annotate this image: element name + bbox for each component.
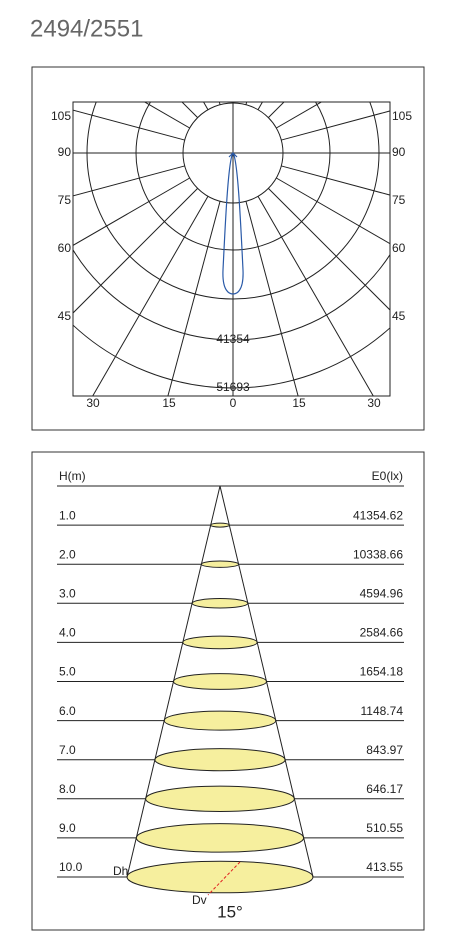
bottom-label: 0 — [230, 396, 237, 410]
polar-spoke — [257, 196, 374, 396]
beam-angle: 15° — [217, 902, 243, 921]
light-spot — [126, 860, 314, 894]
light-spot — [200, 560, 240, 568]
light-spot — [135, 823, 305, 853]
height-label: 9.0 — [59, 821, 76, 835]
polar-spoke — [73, 177, 190, 246]
height-label: 6.0 — [59, 704, 76, 718]
ring-label: 51693 — [216, 380, 250, 394]
polar-spoke — [257, 102, 264, 110]
height-label: 5.0 — [59, 665, 76, 679]
header-h: H(m) — [59, 469, 86, 483]
header-e: E0(lx) — [372, 469, 403, 483]
bottom-label: 15 — [162, 396, 176, 410]
cone-frame — [31, 451, 425, 931]
angle-label: 75 — [58, 193, 72, 207]
illuminance-label: 510.55 — [366, 821, 403, 835]
illuminance-label: 413.55 — [366, 860, 403, 874]
polar-grid — [73, 102, 390, 396]
light-spot — [191, 598, 249, 609]
height-label: 10.0 — [59, 860, 83, 874]
cone-edge — [219, 485, 314, 878]
polar-spoke — [276, 177, 390, 245]
height-label: 7.0 — [59, 743, 76, 757]
height-label: 1.0 — [59, 508, 76, 522]
light-spot — [173, 673, 267, 690]
height-label: 4.0 — [59, 626, 76, 640]
light-spot — [182, 635, 258, 650]
height-label: 3.0 — [59, 586, 76, 600]
illuminance-label: 2584.66 — [360, 626, 404, 640]
cone-diagram: H(m) E0(lx) 1.0 41354.62 2.0 10338.66 3.0 4594.… — [57, 469, 404, 921]
angle-label: 75 — [392, 193, 406, 207]
polar-spoke — [268, 188, 390, 311]
light-spot — [154, 748, 286, 772]
illuminance-label: 10338.66 — [353, 547, 403, 561]
bottom-label: 30 — [367, 396, 381, 410]
angle-label: 45 — [58, 309, 72, 323]
bottom-label: 30 — [86, 396, 100, 410]
angle-label: 60 — [58, 241, 72, 255]
polar-spoke — [245, 102, 248, 105]
polar-spoke — [281, 110, 390, 141]
illuminance-label: 4594.96 — [360, 586, 404, 600]
polar-spoke — [92, 196, 209, 396]
angle-label: 60 — [392, 241, 406, 255]
bottom-label: 15 — [292, 396, 306, 410]
illuminance-label: 843.97 — [366, 743, 403, 757]
dv-label: Dv — [192, 893, 207, 907]
dh-label: Dh — [113, 864, 128, 878]
angle-label: 105 — [51, 109, 71, 123]
cone-edge — [126, 485, 221, 878]
illuminance-label: 41354.62 — [353, 508, 403, 522]
polar-plot-frame — [72, 101, 391, 397]
illuminance-label: 1148.74 — [361, 704, 404, 718]
illuminance-label: 1654.18 — [360, 665, 404, 679]
polar-spoke — [268, 102, 285, 118]
light-spot — [210, 522, 230, 528]
polar-frame — [31, 66, 425, 431]
height-label: 2.0 — [59, 547, 76, 561]
polar-spoke — [73, 188, 198, 314]
polar-spoke — [276, 102, 323, 129]
polar-spoke — [245, 201, 299, 396]
light-spot — [145, 785, 295, 812]
angle-label: 45 — [392, 309, 406, 323]
ring-label: 41354 — [216, 332, 250, 346]
angle-label: 90 — [392, 145, 406, 159]
polar-spoke — [167, 201, 221, 396]
title: 2494/2551 — [30, 15, 143, 42]
polar-spoke — [281, 165, 390, 196]
polar-spoke — [73, 165, 185, 197]
polar-spoke — [73, 109, 185, 141]
height-label: 8.0 — [59, 782, 76, 796]
intensity-curve — [222, 151, 244, 295]
angle-label: 90 — [58, 145, 72, 159]
angle-label: 105 — [392, 109, 412, 123]
illuminance-label: 646.17 — [366, 782, 403, 796]
light-spot — [163, 710, 277, 731]
diameter-line — [207, 861, 241, 896]
